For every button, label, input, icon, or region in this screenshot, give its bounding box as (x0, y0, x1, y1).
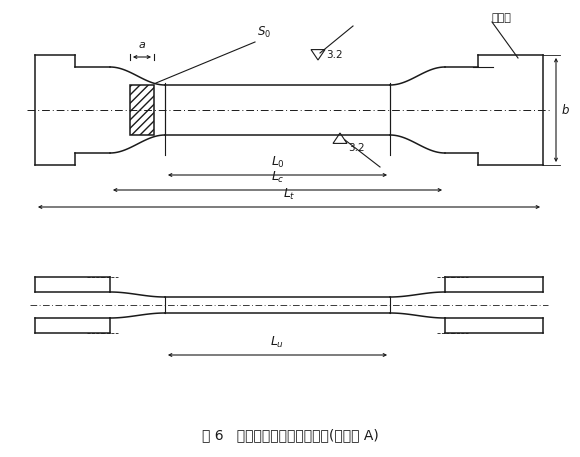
Text: $a$: $a$ (138, 40, 146, 50)
Bar (130, 85, 154, 135)
Text: 图 6   机加工的矩形横截面试样(见附录 A): 图 6 机加工的矩形横截面试样(见附录 A) (202, 428, 378, 442)
Text: 夹持端: 夹持端 (492, 13, 512, 23)
Text: $L_c$: $L_c$ (271, 170, 284, 185)
Text: $L_0$: $L_0$ (270, 155, 284, 170)
Text: $L_t$: $L_t$ (282, 187, 295, 202)
Text: $b$: $b$ (561, 103, 570, 117)
Text: $S_0$: $S_0$ (257, 25, 271, 40)
Polygon shape (311, 50, 325, 60)
Text: $L_u$: $L_u$ (270, 335, 285, 350)
Text: 3.2: 3.2 (348, 143, 365, 154)
Text: 3.2: 3.2 (326, 50, 343, 59)
